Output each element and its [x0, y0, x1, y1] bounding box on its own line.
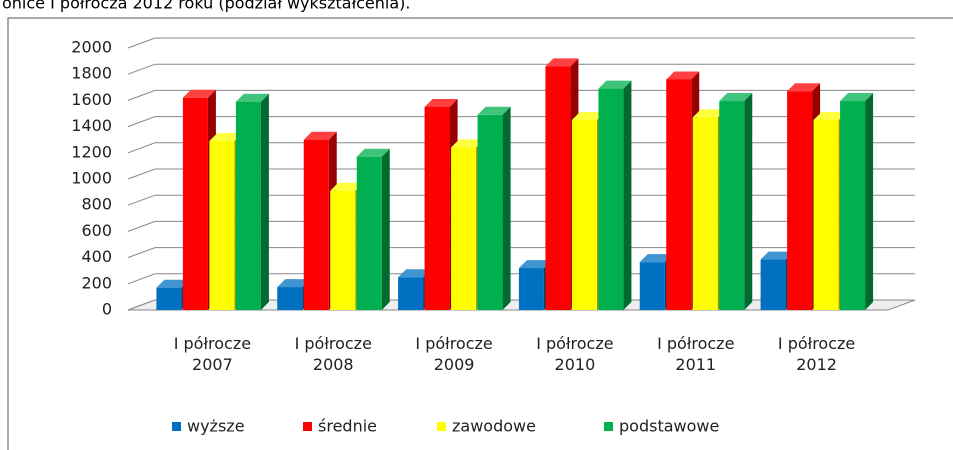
y-tick-label: 2000: [71, 38, 112, 57]
legend-label: średnie: [318, 417, 377, 436]
bar: [840, 101, 866, 311]
bar-side: [865, 93, 874, 311]
bar: [692, 117, 718, 311]
bar: [639, 262, 665, 310]
bar: [156, 287, 182, 310]
bar: [277, 287, 303, 310]
bar: [571, 120, 597, 310]
bar: [598, 88, 624, 310]
bar-side: [502, 106, 511, 310]
legend-swatch: [604, 422, 613, 431]
chart-title: onice I półrocza 2012 roku (podział wyks…: [2, 0, 410, 13]
bar: [813, 120, 839, 310]
x-tick-label: I półrocze 2011: [657, 334, 735, 374]
bar: [666, 79, 692, 310]
bar: [356, 156, 382, 310]
y-tick-label: 400: [81, 247, 112, 266]
bar: [451, 147, 477, 310]
grid-line: [127, 194, 915, 206]
bar: [182, 97, 208, 310]
bar-top: [598, 80, 632, 89]
bar-top: [398, 269, 432, 278]
legend-label: zawodowe: [452, 417, 536, 436]
grid-line: [127, 37, 915, 49]
bar-top: [330, 182, 364, 191]
bar-top: [356, 148, 390, 157]
y-tick-label: 1200: [71, 142, 112, 161]
bar: [518, 268, 544, 310]
bar: [760, 259, 786, 310]
legend-swatch: [437, 422, 446, 431]
bar-top: [424, 98, 458, 107]
bar-side: [260, 93, 269, 311]
grid-line: [127, 168, 915, 180]
bar-side: [381, 148, 390, 310]
grid-line: [127, 142, 915, 154]
bar-top: [760, 251, 794, 260]
y-tick-label: 200: [81, 273, 112, 292]
bar-top: [639, 254, 673, 263]
bar-side: [623, 80, 632, 310]
x-tick-label: I półrocze 2012: [777, 334, 856, 374]
bar-top: [692, 109, 726, 118]
bar: [398, 277, 424, 310]
bar-top: [477, 106, 511, 115]
legend-label: wyższe: [187, 417, 245, 436]
bar-top: [277, 279, 311, 288]
bar-top: [451, 139, 485, 148]
bar-top: [813, 112, 847, 121]
bar-side: [744, 93, 753, 311]
bar-top: [209, 133, 243, 142]
bar: [719, 101, 745, 311]
y-tick-label: 0: [102, 300, 112, 319]
bar: [424, 106, 450, 310]
bar-top: [518, 260, 552, 269]
y-tick-label: 1600: [71, 90, 112, 109]
x-tick-label: I półrocze 2010: [536, 334, 614, 374]
bar: [787, 91, 813, 310]
bar-top: [235, 93, 269, 102]
bar-top: [666, 71, 700, 80]
x-tick-label: I półrocze 2007: [173, 334, 252, 374]
bar: [545, 66, 571, 310]
bar-top: [787, 83, 821, 92]
bar-top: [303, 131, 337, 140]
x-tick-label: I półrocze 2009: [415, 334, 493, 374]
bar: [330, 190, 356, 310]
legend-swatch: [303, 422, 312, 431]
bar: [303, 139, 329, 310]
grid-line: [127, 89, 915, 101]
chart-border: [7, 17, 953, 450]
bar-top: [545, 58, 579, 67]
grid-line: [127, 220, 915, 232]
y-tick-label: 800: [81, 195, 112, 214]
y-tick-label: 600: [81, 221, 112, 240]
legend-swatch: [172, 422, 181, 431]
bar: [477, 114, 503, 310]
bar-top: [156, 279, 190, 288]
bar-top: [571, 112, 605, 121]
grid-line: [127, 116, 915, 128]
grid-line: [127, 247, 915, 259]
bar: [235, 101, 261, 311]
bar-top: [182, 89, 216, 98]
y-tick-label: 1800: [71, 64, 112, 83]
bar: [209, 141, 235, 310]
y-tick-label: 1000: [71, 169, 112, 188]
y-tick-label: 1400: [71, 116, 112, 135]
legend-label: podstawowe: [619, 417, 719, 436]
grid-line: [127, 63, 915, 75]
bar-top: [719, 93, 753, 102]
bar-top: [840, 93, 874, 102]
x-tick-label: I półrocze 2008: [294, 334, 372, 374]
